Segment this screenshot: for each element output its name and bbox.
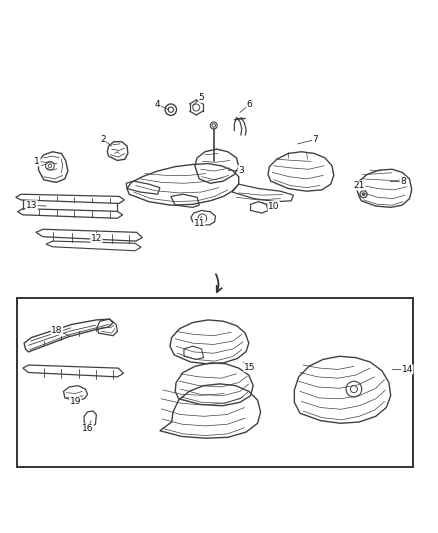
Text: 5: 5 [198, 93, 205, 102]
Text: 6: 6 [247, 100, 253, 109]
Text: 21: 21 [353, 181, 365, 190]
Text: 16: 16 [82, 424, 93, 433]
Text: 3: 3 [238, 166, 244, 175]
Text: 15: 15 [244, 363, 255, 372]
Circle shape [362, 193, 365, 196]
Text: 10: 10 [268, 201, 279, 211]
Text: 2: 2 [100, 135, 106, 144]
Text: 1: 1 [34, 157, 40, 166]
Text: 14: 14 [402, 365, 413, 374]
Text: 8: 8 [400, 176, 406, 185]
Text: 4: 4 [155, 100, 160, 109]
Bar [17, 298, 413, 467]
Text: 18: 18 [51, 326, 63, 335]
Text: 11: 11 [194, 219, 205, 228]
Text: 19: 19 [70, 397, 81, 406]
Text: 13: 13 [26, 201, 37, 209]
Text: 12: 12 [91, 233, 102, 243]
Text: 7: 7 [312, 135, 318, 144]
